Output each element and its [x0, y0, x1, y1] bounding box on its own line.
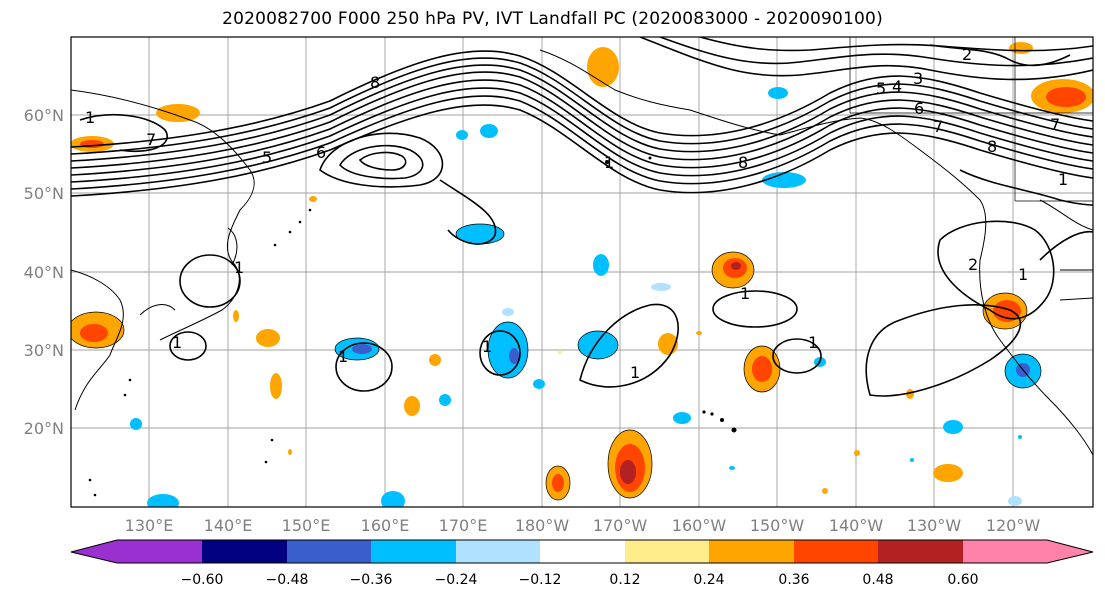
colorbar-swatch	[625, 540, 709, 563]
coastlines	[71, 49, 1093, 456]
ivt-positive-shading	[71, 42, 1093, 500]
colorbar-swatch	[878, 540, 963, 563]
lon-label: 160°W	[671, 516, 727, 535]
contour-label: 1	[338, 347, 348, 366]
colorbar-swatch	[117, 540, 202, 563]
contour-label: 1	[1018, 265, 1028, 284]
lon-label: 170°E	[438, 516, 488, 535]
colorbar-swatch	[71, 540, 117, 563]
lon-label: 160°E	[360, 516, 410, 535]
contour-label: 1	[172, 333, 182, 352]
lon-label: 130°W	[906, 516, 962, 535]
ivt-outline-contours	[71, 223, 1042, 501]
lat-label: 20°N	[23, 419, 64, 438]
plot-title: 2020082700 F000 250 hPa PV, IVT Landfall…	[222, 9, 883, 29]
contour-label: 8	[738, 153, 748, 172]
contour-label: 1	[1058, 170, 1068, 189]
colorbar-swatch	[963, 540, 1047, 563]
colorbar-swatch	[456, 540, 540, 563]
colorbar-swatch	[1047, 540, 1093, 563]
colorbar-tick-label: −0.12	[518, 572, 562, 588]
colorbar-tick-label: 0.24	[693, 572, 725, 588]
lon-label: 170°W	[592, 516, 648, 535]
colorbar-tick-label: 0.12	[609, 572, 641, 588]
colorbar-tick-label: −0.36	[349, 572, 393, 588]
lon-label: 140°W	[828, 516, 884, 535]
contour-label: 7	[1050, 115, 1060, 134]
colorbar-swatch	[371, 540, 456, 563]
contour-label: 8	[370, 73, 380, 92]
contour-label: 6	[316, 143, 326, 162]
contour-label: 1	[85, 108, 95, 127]
contour-label: 8	[987, 137, 997, 156]
contour-label: 5	[876, 79, 886, 98]
lat-label: 30°N	[23, 341, 64, 360]
contour-label: 2	[962, 45, 972, 64]
colorbar-outline	[70, 539, 1094, 564]
contour-label: 1	[234, 258, 244, 277]
lon-label: 140°E	[203, 516, 253, 535]
contour-label: 1	[482, 337, 492, 356]
lon-label: 130°E	[124, 516, 174, 535]
contour-label: 2	[968, 255, 978, 274]
lon-label: 180°W	[514, 516, 570, 535]
lat-label: 40°N	[23, 263, 64, 282]
colorbar-swatch	[709, 540, 794, 563]
colorbar-tick-label: −0.48	[265, 572, 309, 588]
lon-label: 150°E	[281, 516, 331, 535]
colorbar-tick-label: 0.36	[778, 572, 810, 588]
map-frame	[70, 36, 1094, 508]
colorbar-tick-label: 0.60	[947, 572, 979, 588]
contour-label: 5	[262, 148, 272, 167]
contour-label: 7	[933, 117, 943, 136]
contour-label: 1	[808, 333, 818, 352]
islands	[88, 156, 737, 497]
contour-label: 1	[740, 284, 750, 303]
contour-labels: 2 4 5 3 6 7 7 8 1 6 5 7 8 1 1 1 1 1 1 1 …	[85, 45, 1068, 382]
lat-label: 60°N	[23, 106, 64, 125]
contour-label: 4	[892, 77, 902, 96]
pv-contours	[71, 37, 1093, 245]
political-boundaries	[849, 37, 1093, 202]
contour-label: 1	[604, 153, 614, 172]
colorbar-swatch	[540, 540, 625, 563]
colorbar-swatch	[794, 540, 878, 563]
colorbar-swatch	[287, 540, 371, 563]
contour-label: 7	[146, 130, 156, 149]
pv-closed-contours	[169, 220, 1093, 397]
colorbar-tick-label: −0.24	[434, 572, 478, 588]
colorbar-tick-label: −0.60	[180, 572, 224, 588]
contour-label: 6	[914, 99, 924, 118]
contour-label: 1	[630, 363, 640, 382]
contour-label: 3	[913, 69, 923, 88]
colorbar-swatch	[202, 540, 287, 563]
lon-label: 120°W	[985, 516, 1041, 535]
colorbar-tick-label: 0.48	[862, 572, 894, 588]
lon-label: 150°W	[749, 516, 805, 535]
lat-label: 50°N	[23, 184, 64, 203]
